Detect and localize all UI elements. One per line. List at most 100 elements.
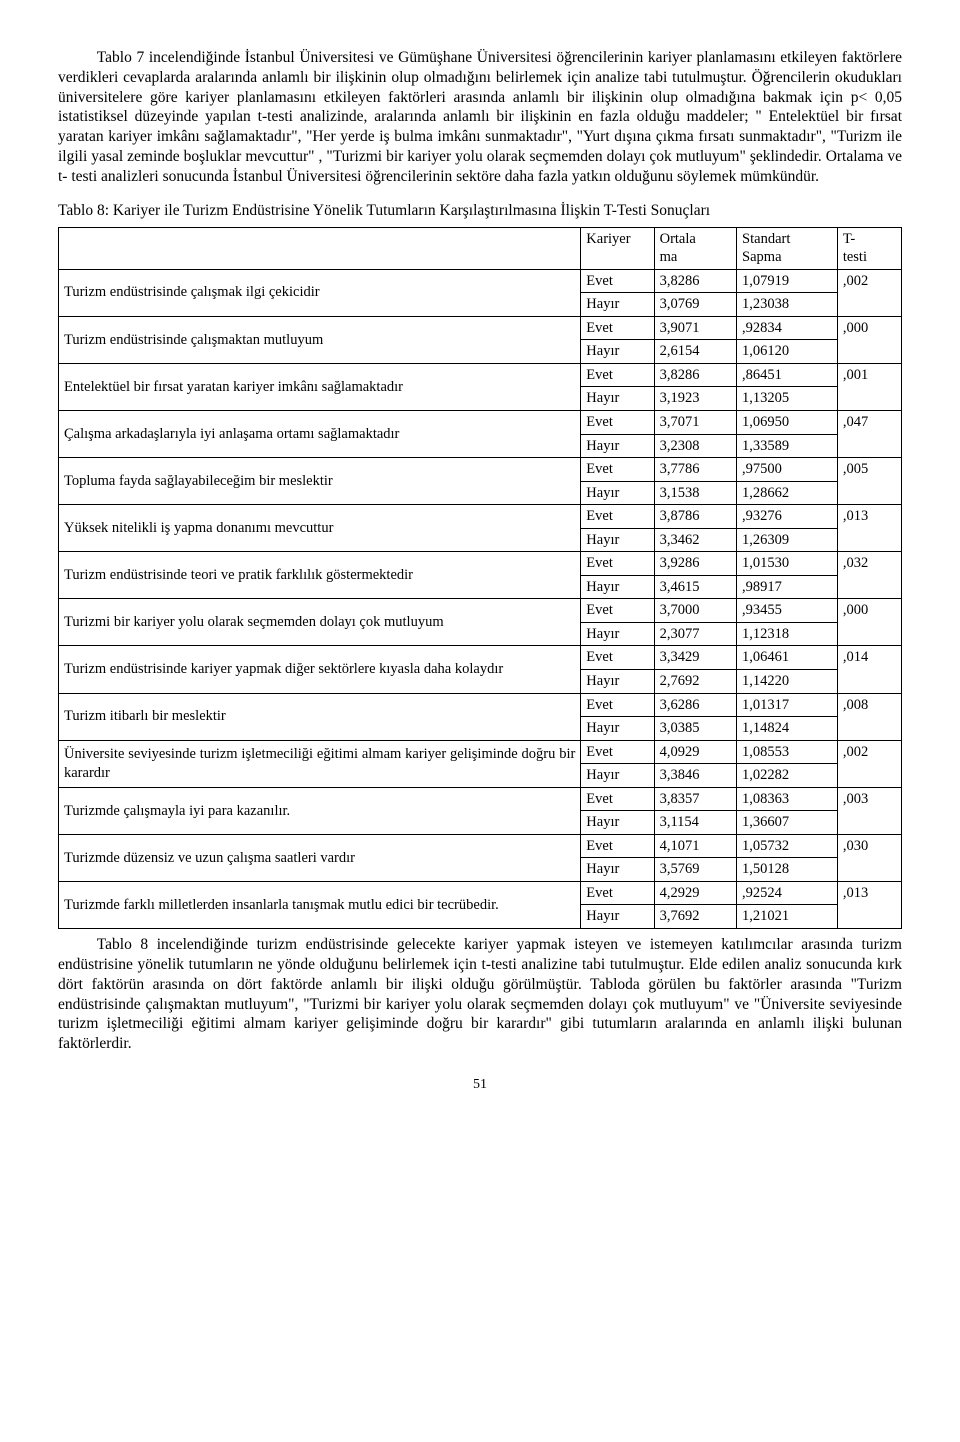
sapma-hayir: 1,14824 <box>737 717 838 741</box>
table-row-label: Turizm endüstrisinde kariyer yapmak diğe… <box>59 646 581 693</box>
kariyer-evet: Evet <box>581 458 654 482</box>
ortalama-evet: 3,8286 <box>654 269 736 293</box>
ortalama-hayir: 3,1538 <box>654 481 736 505</box>
ortalama-hayir: 3,0385 <box>654 717 736 741</box>
sapma-evet: 1,06461 <box>737 646 838 670</box>
kariyer-hayir: Hayır <box>581 858 654 882</box>
sapma-hayir: 1,14220 <box>737 670 838 694</box>
kariyer-evet: Evet <box>581 834 654 858</box>
kariyer-evet: Evet <box>581 363 654 387</box>
kariyer-evet: Evet <box>581 693 654 717</box>
sapma-hayir: 1,36607 <box>737 811 838 835</box>
ortalama-evet: 3,6286 <box>654 693 736 717</box>
kariyer-hayir: Hayır <box>581 340 654 364</box>
table-row-label: Üniversite seviyesinde turizm işletmecil… <box>59 740 581 787</box>
kariyer-hayir: Hayır <box>581 622 654 646</box>
sapma-evet: 1,08553 <box>737 740 838 764</box>
sapma-evet: 1,06950 <box>737 411 838 435</box>
kariyer-hayir: Hayır <box>581 905 654 929</box>
table-row-label: Turizm endüstrisinde çalışmaktan mutluyu… <box>59 316 581 363</box>
header-kariyer: Kariyer <box>581 227 654 269</box>
kariyer-evet: Evet <box>581 787 654 811</box>
paragraph-1: Tablo 7 incelendiğinde İstanbul Üniversi… <box>58 48 902 187</box>
kariyer-evet: Evet <box>581 552 654 576</box>
header-blank <box>59 227 581 269</box>
sapma-evet: 1,08363 <box>737 787 838 811</box>
table-row-label: Yüksek nitelikli iş yapma donanımı mevcu… <box>59 505 581 552</box>
sapma-evet: 1,07919 <box>737 269 838 293</box>
kariyer-hayir: Hayır <box>581 811 654 835</box>
table-row-label: Entelektüel bir fırsat yaratan kariyer i… <box>59 363 581 410</box>
table-8-caption: Tablo 8: Kariyer ile Turizm Endüstrisine… <box>58 201 902 221</box>
ortalama-evet: 4,1071 <box>654 834 736 858</box>
kariyer-hayir: Hayır <box>581 528 654 552</box>
kariyer-evet: Evet <box>581 646 654 670</box>
kariyer-hayir: Hayır <box>581 670 654 694</box>
ortalama-evet: 4,2929 <box>654 881 736 905</box>
kariyer-hayir: Hayır <box>581 293 654 317</box>
page-number: 51 <box>58 1076 902 1094</box>
table-row-label: Turizm endüstrisinde teori ve pratik far… <box>59 552 581 599</box>
sapma-evet: ,97500 <box>737 458 838 482</box>
kariyer-hayir: Hayır <box>581 717 654 741</box>
ortalama-hayir: 3,1154 <box>654 811 736 835</box>
sapma-hayir: 1,50128 <box>737 858 838 882</box>
ttesti-value: ,014 <box>837 646 901 693</box>
table-row-label: Topluma fayda sağlayabileceğim bir mesle… <box>59 458 581 505</box>
ortalama-evet: 3,8786 <box>654 505 736 529</box>
ttesti-value: ,000 <box>837 599 901 646</box>
sapma-hayir: 1,33589 <box>737 434 838 458</box>
kariyer-hayir: Hayır <box>581 387 654 411</box>
ortalama-hayir: 3,0769 <box>654 293 736 317</box>
table-row-label: Turizmde düzensiz ve uzun çalışma saatle… <box>59 834 581 881</box>
ortalama-hayir: 3,3846 <box>654 764 736 788</box>
ortalama-hayir: 2,6154 <box>654 340 736 364</box>
sapma-evet: ,93276 <box>737 505 838 529</box>
sapma-hayir: 1,21021 <box>737 905 838 929</box>
ttesti-value: ,002 <box>837 740 901 787</box>
kariyer-hayir: Hayır <box>581 434 654 458</box>
ttesti-value: ,002 <box>837 269 901 316</box>
ortalama-evet: 3,9071 <box>654 316 736 340</box>
ortalama-evet: 3,8286 <box>654 363 736 387</box>
ttesti-value: ,030 <box>837 834 901 881</box>
kariyer-hayir: Hayır <box>581 481 654 505</box>
kariyer-hayir: Hayır <box>581 764 654 788</box>
kariyer-evet: Evet <box>581 316 654 340</box>
table-8: KariyerOrtalamaStandart SapmaT-testiTuri… <box>58 227 902 929</box>
ortalama-evet: 3,7786 <box>654 458 736 482</box>
table-row-label: Çalışma arkadaşlarıyla iyi anlaşama orta… <box>59 411 581 458</box>
kariyer-evet: Evet <box>581 505 654 529</box>
table-row-label: Turizmde çalışmayla iyi para kazanılır. <box>59 787 581 834</box>
ortalama-hayir: 2,7692 <box>654 670 736 694</box>
ortalama-hayir: 3,3462 <box>654 528 736 552</box>
kariyer-evet: Evet <box>581 411 654 435</box>
ttesti-value: ,013 <box>837 881 901 928</box>
kariyer-evet: Evet <box>581 740 654 764</box>
ortalama-hayir: 3,7692 <box>654 905 736 929</box>
ortalama-evet: 3,7071 <box>654 411 736 435</box>
table-row-label: Turizm endüstrisinde çalışmak ilgi çekic… <box>59 269 581 316</box>
header-ttesti: T-testi <box>837 227 901 269</box>
ortalama-evet: 4,0929 <box>654 740 736 764</box>
sapma-evet: ,92834 <box>737 316 838 340</box>
ttesti-value: ,000 <box>837 316 901 363</box>
sapma-hayir: 1,26309 <box>737 528 838 552</box>
ttesti-value: ,047 <box>837 411 901 458</box>
ortalama-hayir: 3,4615 <box>654 575 736 599</box>
sapma-hayir: ,98917 <box>737 575 838 599</box>
ttesti-value: ,008 <box>837 693 901 740</box>
paragraph-2: Tablo 8 incelendiğinde turizm endüstrisi… <box>58 935 902 1054</box>
header-ortalama: Ortalama <box>654 227 736 269</box>
kariyer-evet: Evet <box>581 269 654 293</box>
ttesti-value: ,032 <box>837 552 901 599</box>
ortalama-evet: 3,7000 <box>654 599 736 623</box>
ortalama-evet: 3,8357 <box>654 787 736 811</box>
ttesti-value: ,013 <box>837 505 901 552</box>
kariyer-hayir: Hayır <box>581 575 654 599</box>
ttesti-value: ,001 <box>837 363 901 410</box>
ortalama-hayir: 3,5769 <box>654 858 736 882</box>
sapma-hayir: 1,28662 <box>737 481 838 505</box>
sapma-evet: ,92524 <box>737 881 838 905</box>
table-row-label: Turizm itibarlı bir meslektir <box>59 693 581 740</box>
